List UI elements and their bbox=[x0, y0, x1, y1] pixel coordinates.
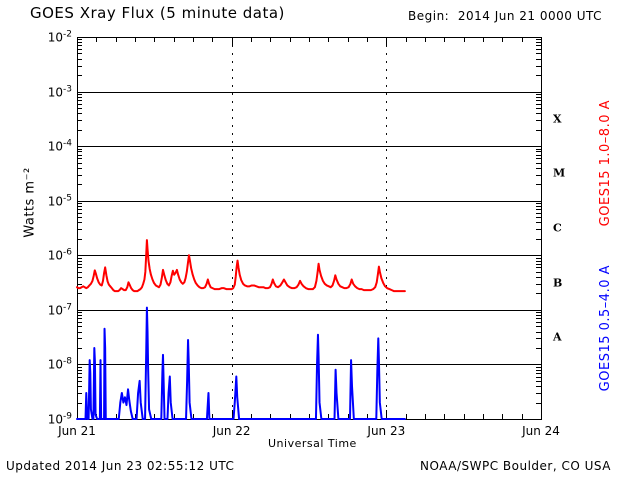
y-tick-label: 10-6 bbox=[47, 247, 72, 263]
y-tick-label: 10-3 bbox=[47, 84, 72, 100]
credit-label: NOAA/SWPC Boulder, CO USA bbox=[420, 459, 611, 473]
begin-time-label: Begin: 2014 Jun 21 0000 UTC bbox=[408, 9, 602, 23]
flare-class-label: X bbox=[553, 112, 562, 126]
y-tick-label: 10-4 bbox=[47, 138, 72, 154]
updated-timestamp: Updated 2014 Jun 23 02:55:12 UTC bbox=[6, 459, 235, 473]
y-tick-label: 10-7 bbox=[47, 302, 72, 318]
flare-class-label: C bbox=[553, 221, 562, 235]
x-tick-label: Jun 22 bbox=[212, 424, 251, 438]
flare-class-label: A bbox=[553, 330, 562, 344]
y-tick-label: 10-9 bbox=[47, 411, 72, 427]
x-tick-label: Jun 23 bbox=[367, 424, 406, 438]
x-axis-label: Universal Time bbox=[268, 437, 357, 450]
flare-class-label: M bbox=[553, 166, 566, 180]
y-tick-label: 10-2 bbox=[47, 29, 72, 45]
data-series-line bbox=[76, 239, 406, 293]
y-tick-label: 10-8 bbox=[47, 356, 72, 372]
flare-class-label: B bbox=[553, 276, 563, 290]
data-series-line bbox=[76, 306, 406, 420]
page-title: GOES Xray Flux (5 minute data) bbox=[30, 4, 285, 22]
data-series-layer bbox=[76, 239, 406, 420]
x-tick-label: Jun 21 bbox=[58, 424, 96, 438]
y-tick-label: 10-5 bbox=[47, 193, 72, 209]
x-tick-label: Jun 24 bbox=[522, 424, 560, 438]
